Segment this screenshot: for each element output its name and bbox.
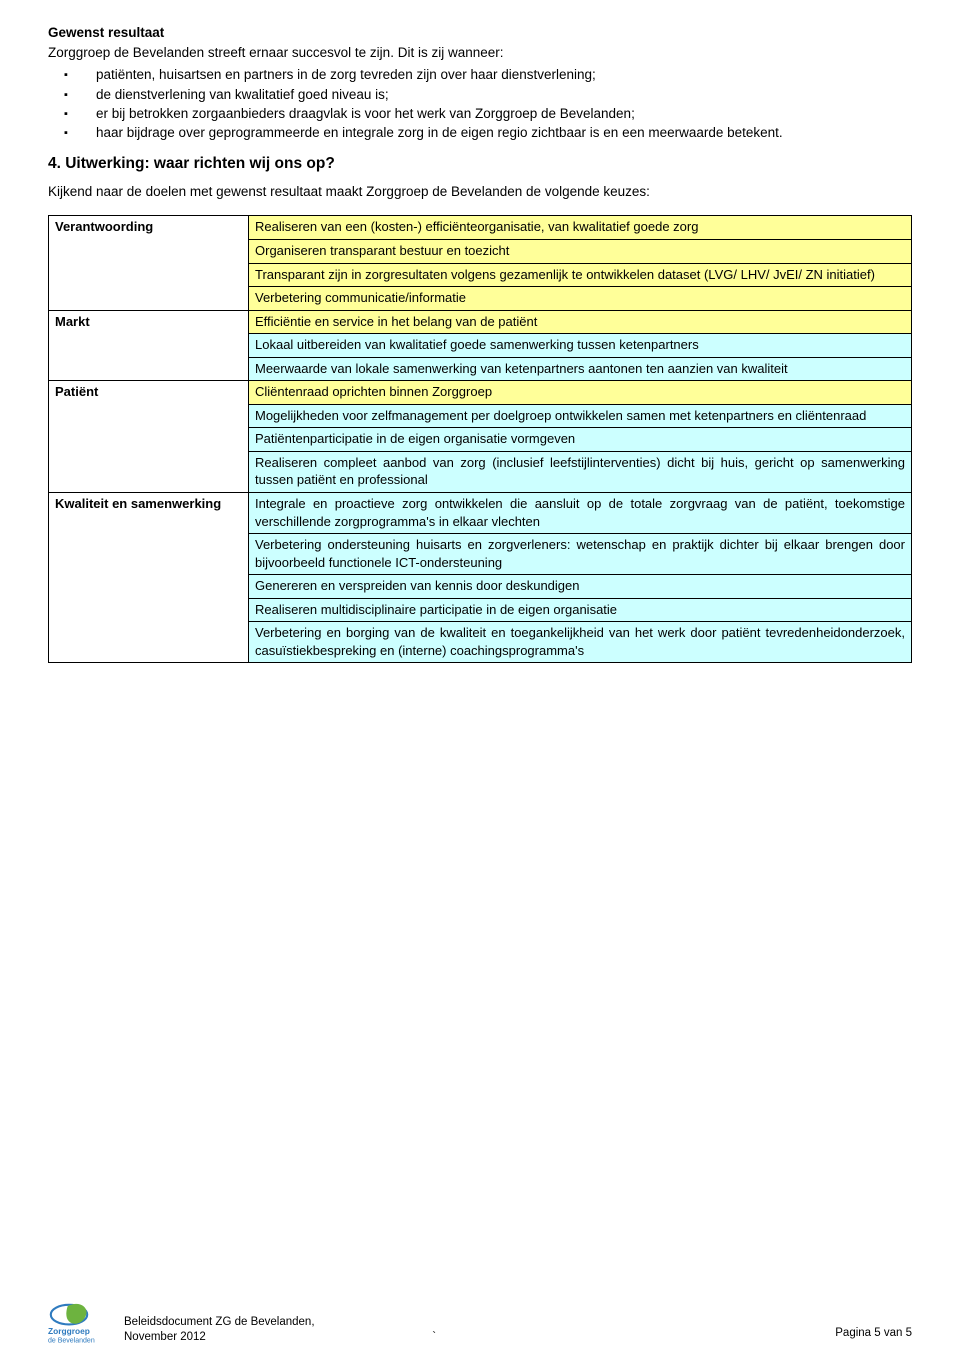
table-cell: Mogelijkheden voor zelfmanagement per do…: [249, 404, 912, 428]
footer-line1: Beleidsdocument ZG de Bevelanden,: [124, 1315, 436, 1329]
table-cell: Cliëntenraad oprichten binnen Zorggroep: [249, 381, 912, 405]
table-cell: Integrale en proactieve zorg ontwikkelen…: [249, 493, 912, 534]
table-cell: Verbetering communicatie/informatie: [249, 287, 912, 311]
table-cell: Genereren en verspreiden van kennis door…: [249, 575, 912, 599]
table-cell: Lokaal uitbereiden van kwalitatief goede…: [249, 334, 912, 358]
section4-title: 4. Uitwerking: waar richten wij ons op?: [48, 154, 912, 175]
group-label: Patiënt: [49, 381, 249, 493]
table-cell: Efficiëntie en service in het belang van…: [249, 310, 912, 334]
logo-top-text: Zorggroep: [48, 1326, 90, 1336]
group-label: Verantwoording: [49, 216, 249, 310]
choices-table: VerantwoordingRealiseren van een (kosten…: [48, 215, 912, 663]
group-label: Kwaliteit en samenwerking: [49, 493, 249, 663]
intro-bullet: de dienstverlening van kwalitatief goed …: [48, 86, 912, 104]
footer-left: Zorggroep de Bevelanden Beleidsdocument …: [48, 1302, 436, 1344]
table-cell: Realiseren van een (kosten-) efficiënteo…: [249, 216, 912, 240]
section4-lead: Kijkend naar de doelen met gewenst resul…: [48, 183, 912, 201]
page-footer: Zorggroep de Bevelanden Beleidsdocument …: [48, 1302, 912, 1344]
table-cell: Meerwaarde van lokale samenwerking van k…: [249, 357, 912, 381]
table-cell: Organiseren transparant bestuur en toezi…: [249, 240, 912, 264]
intro-bullets: patiënten, huisartsen en partners in de …: [48, 66, 912, 142]
zorggroep-logo-icon: Zorggroep de Bevelanden: [48, 1302, 118, 1344]
intro-bullet: haar bijdrage over geprogrammeerde en in…: [48, 124, 912, 142]
intro-heading: Gewenst resultaat: [48, 24, 912, 42]
table-cell: Realiseren multidisciplinaire participat…: [249, 598, 912, 622]
group-label: Markt: [49, 310, 249, 381]
logo-sub-text: de Bevelanden: [48, 1338, 95, 1344]
table-cell: Transparant zijn in zorgresultaten volge…: [249, 263, 912, 287]
intro-line: Zorggroep de Bevelanden streeft ernaar s…: [48, 44, 912, 62]
footer-text-block: Beleidsdocument ZG de Bevelanden, Novemb…: [124, 1315, 436, 1344]
intro-bullet: patiënten, huisartsen en partners in de …: [48, 66, 912, 84]
table-cell: Verbetering ondersteuning huisarts en zo…: [249, 534, 912, 575]
footer-line2: November 2012 `: [124, 1330, 436, 1344]
table-cell: Realiseren compleet aanbod van zorg (inc…: [249, 451, 912, 492]
footer-page-number: Pagina 5 van 5: [835, 1326, 912, 1344]
intro-bullet: er bij betrokken zorgaanbieders draagvla…: [48, 105, 912, 123]
table-cell: Verbetering en borging van de kwaliteit …: [249, 622, 912, 663]
table-cell: Patiëntenparticipatie in de eigen organi…: [249, 428, 912, 452]
